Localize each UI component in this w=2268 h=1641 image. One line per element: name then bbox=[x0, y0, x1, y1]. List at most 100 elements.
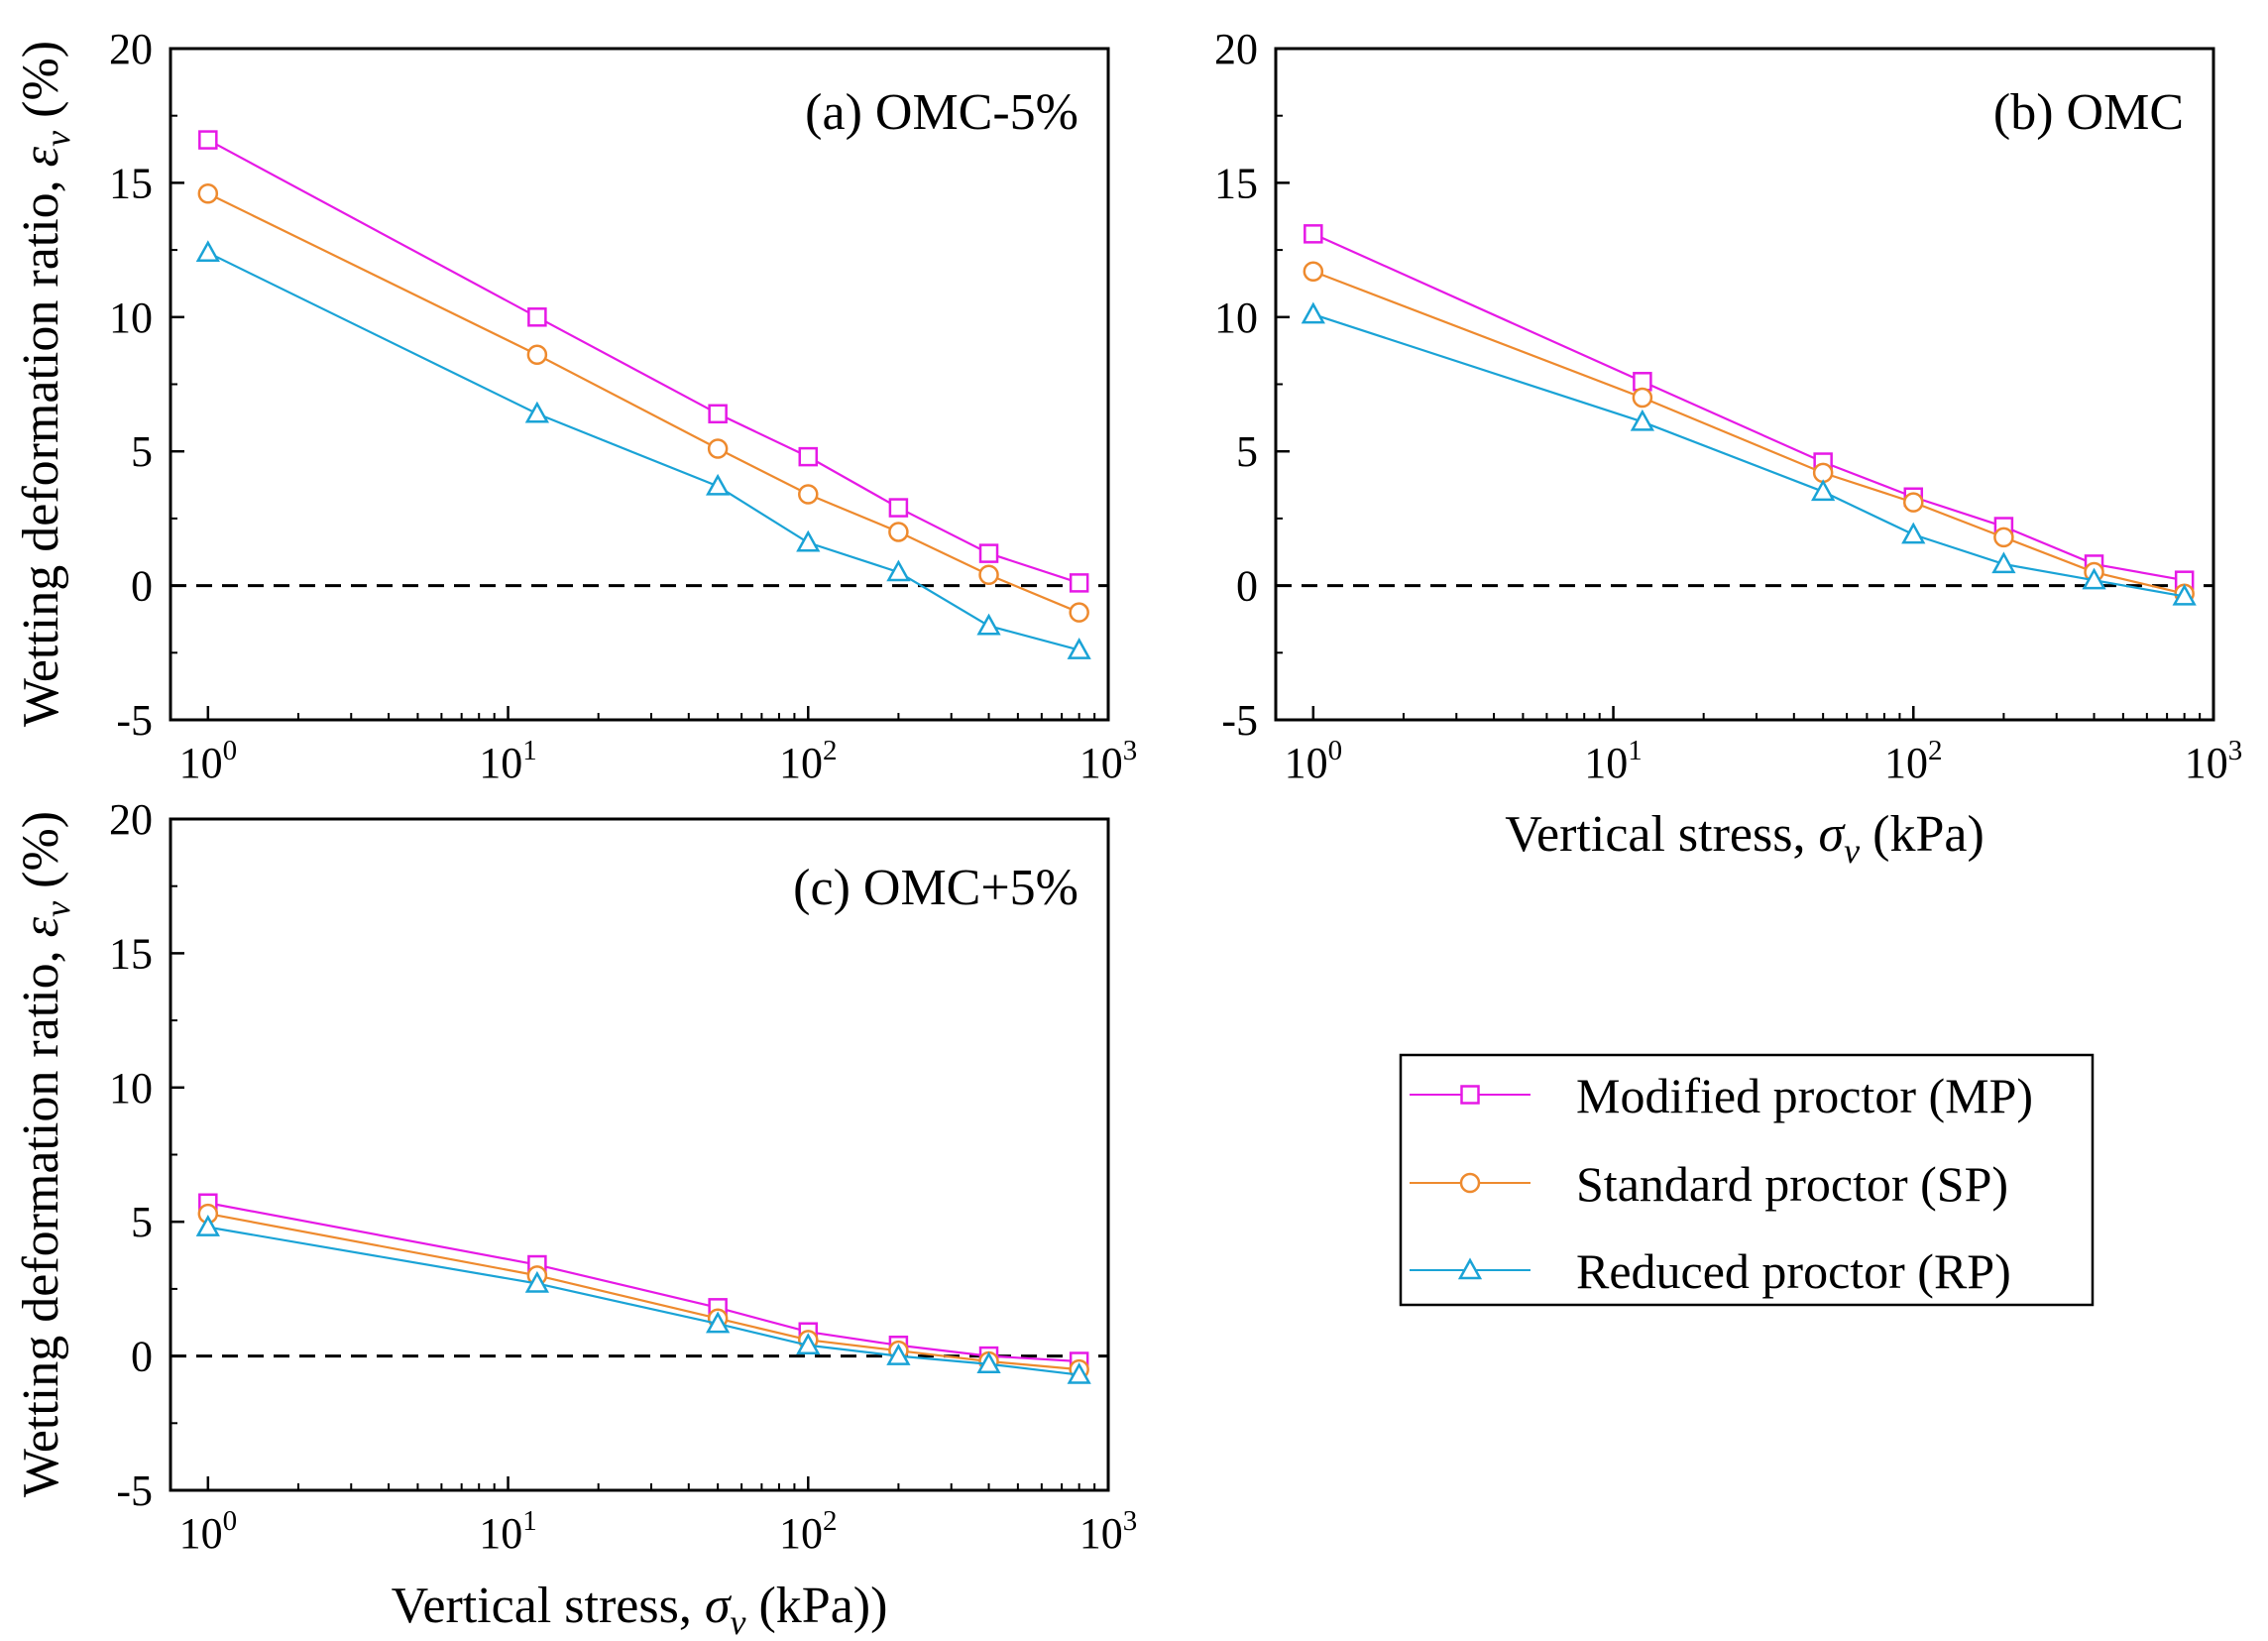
legend-label-rp: Reduced proctor (RP) bbox=[1576, 1243, 2011, 1299]
x-axis-label: Vertical stress, σv (kPa) bbox=[1505, 806, 1984, 871]
svg-text:Wetting deformation ratio, εv: Wetting deformation ratio, εv (%) bbox=[13, 41, 77, 727]
data-point-sp bbox=[798, 484, 819, 505]
data-point-rp bbox=[1301, 301, 1325, 324]
x-tick-exponent: 0 bbox=[223, 1505, 238, 1537]
series-line-rp bbox=[1312, 313, 2185, 598]
data-point-mp bbox=[1633, 372, 1652, 392]
x-tick-base: 10 bbox=[1079, 1509, 1123, 1558]
y-tick-label: 20 bbox=[1214, 25, 1258, 73]
x-label-unit: (kPa) bbox=[1860, 806, 1984, 863]
y-tick-label: 15 bbox=[109, 929, 153, 978]
x-tick-label: 100 bbox=[1285, 735, 1343, 787]
x-tick-exponent: 1 bbox=[1628, 735, 1643, 766]
series-line-sp bbox=[207, 192, 1080, 614]
y-tick-label: 0 bbox=[131, 1333, 153, 1381]
y-tick-label: 10 bbox=[1214, 293, 1258, 342]
data-point-rp bbox=[976, 1351, 1001, 1373]
y-tick-label: 15 bbox=[109, 159, 153, 207]
x-tick-exponent: 2 bbox=[1928, 735, 1943, 766]
data-point-rp bbox=[1811, 479, 1836, 502]
series-line-sp bbox=[207, 1212, 1079, 1371]
series-line-mp bbox=[207, 139, 1080, 584]
data-point-mp bbox=[798, 446, 819, 467]
y-tick-label: 5 bbox=[1236, 427, 1258, 476]
y-tick-label: 10 bbox=[109, 293, 153, 342]
x-tick-exponent: 1 bbox=[522, 735, 537, 766]
data-point-rp bbox=[886, 1344, 911, 1365]
x-tick-label: 101 bbox=[1584, 735, 1643, 787]
x-tick-label: 100 bbox=[179, 1505, 238, 1558]
x-tick-exponent: 2 bbox=[823, 735, 838, 766]
y-tick-label: 10 bbox=[109, 1064, 153, 1113]
panel-title: (a) OMC-5% bbox=[805, 84, 1078, 141]
x-tick-base: 10 bbox=[779, 1509, 823, 1558]
x-tick-label: 103 bbox=[1079, 1505, 1138, 1558]
x-tick-exponent: 1 bbox=[522, 1505, 537, 1537]
y-tick-label: -5 bbox=[116, 1466, 153, 1515]
triangle-icon bbox=[1457, 1257, 1483, 1280]
series-line-mp bbox=[207, 1202, 1079, 1363]
data-point-rp bbox=[976, 613, 1001, 636]
y-label-subscript: v bbox=[38, 131, 77, 147]
x-label-subscript: v bbox=[730, 1602, 745, 1641]
data-point-mp bbox=[978, 543, 999, 563]
data-point-rp bbox=[1901, 522, 1926, 544]
x-tick-base: 10 bbox=[1584, 739, 1628, 787]
plot-frame bbox=[1274, 47, 2215, 722]
y-tick-label: -5 bbox=[116, 696, 153, 745]
square-icon bbox=[1460, 1085, 1480, 1105]
x-label-symbol: σ bbox=[705, 1578, 733, 1634]
y-label-unit: (%) bbox=[13, 41, 69, 131]
x-tick-label: 101 bbox=[479, 1505, 537, 1558]
x-tick-label: 100 bbox=[179, 735, 238, 787]
y-label-text: Wetting deformation ratio, bbox=[13, 167, 69, 727]
x-tick-exponent: 3 bbox=[1123, 735, 1138, 766]
x-label-text: Vertical stress, bbox=[1505, 806, 1818, 863]
y-axis-label: Wetting deformation ratio, εv (%) bbox=[13, 811, 77, 1497]
x-label-symbol: σ bbox=[1818, 806, 1846, 863]
x-tick-base: 10 bbox=[1079, 739, 1123, 787]
legend-frame bbox=[1399, 1053, 2095, 1307]
x-tick-label: 102 bbox=[1884, 735, 1943, 787]
data-point-mp bbox=[1304, 224, 1323, 244]
x-tick-base: 10 bbox=[179, 739, 223, 787]
data-point-sp bbox=[1812, 462, 1834, 484]
data-point-sp bbox=[1303, 261, 1324, 283]
data-point-rp bbox=[706, 1311, 731, 1334]
y-label-symbol: ε bbox=[13, 916, 69, 937]
y-label-subscript: v bbox=[38, 901, 77, 917]
x-tick-exponent: 3 bbox=[2228, 735, 2243, 766]
y-tick-label: 20 bbox=[109, 25, 153, 73]
data-point-mp bbox=[527, 307, 547, 327]
data-point-mp bbox=[708, 404, 728, 424]
data-point-rp bbox=[195, 240, 220, 263]
x-tick-label: 103 bbox=[2185, 735, 2243, 787]
data-point-rp bbox=[1991, 551, 2016, 574]
x-tick-base: 10 bbox=[179, 1509, 223, 1558]
data-point-sp bbox=[1632, 387, 1653, 409]
legend: Modified proctor (MP) Standard proctor (… bbox=[1399, 1053, 2095, 1307]
x-tick-exponent: 3 bbox=[1123, 1505, 1138, 1537]
data-point-rp bbox=[796, 529, 821, 552]
data-point-rp bbox=[524, 1270, 550, 1293]
x-tick-base: 10 bbox=[1285, 739, 1328, 787]
data-point-sp bbox=[707, 438, 729, 459]
x-tick-base: 10 bbox=[479, 1509, 522, 1558]
x-tick-base: 10 bbox=[2185, 739, 2228, 787]
svg-text:Wetting deformation ratio, εv: Wetting deformation ratio, εv (%) bbox=[13, 811, 77, 1497]
x-label-text: Vertical stress, bbox=[392, 1578, 705, 1634]
circle-icon bbox=[1459, 1172, 1481, 1194]
x-tick-base: 10 bbox=[1884, 739, 1928, 787]
x-tick-label: 103 bbox=[1079, 735, 1138, 787]
x-label-unit: (kPa)) bbox=[745, 1578, 887, 1634]
data-point-rp bbox=[195, 1215, 220, 1236]
x-tick-base: 10 bbox=[479, 739, 522, 787]
y-tick-label: 0 bbox=[1236, 562, 1258, 611]
panel-title: (c) OMC+5% bbox=[793, 860, 1078, 916]
data-point-rp bbox=[1067, 638, 1091, 659]
data-point-mp bbox=[888, 498, 909, 518]
